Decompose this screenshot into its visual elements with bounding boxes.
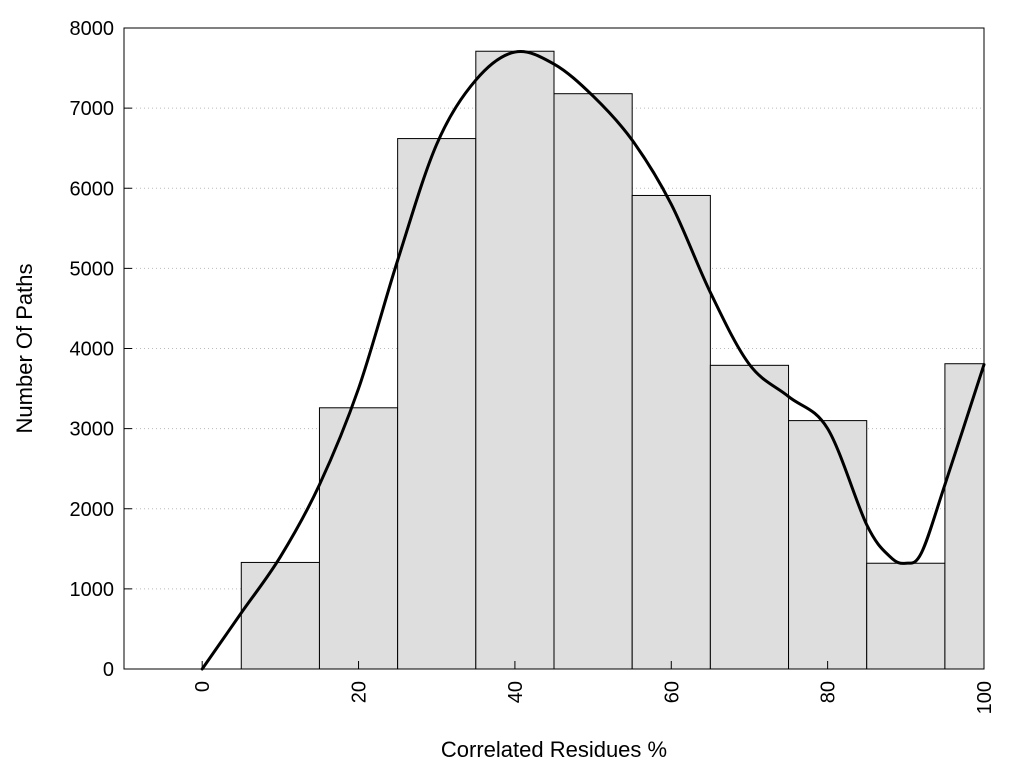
- histogram-bar: [866, 562, 946, 670]
- y-tick-label: 1000: [70, 579, 115, 601]
- x-tick-label: 40: [505, 681, 527, 703]
- x-tick-label: 60: [661, 681, 683, 703]
- x-tick-label: 100: [974, 681, 996, 714]
- histogram-bar: [709, 364, 790, 670]
- x-axis-ticks: 0 20 40 60 80 100: [192, 661, 996, 714]
- y-tick-label: 0: [103, 659, 114, 681]
- y-tick-label: 6000: [70, 178, 115, 200]
- y-axis-ticks: 0 1000 2000 3000 4000 5000 6000 7000 8000: [70, 18, 132, 681]
- y-tick-label: 2000: [70, 499, 115, 521]
- x-axis-title: Correlated Residues %: [441, 737, 667, 762]
- histogram-bar: [397, 138, 477, 670]
- histogram-bar: [240, 561, 320, 670]
- histogram-bars: [240, 50, 985, 670]
- histogram-bar: [944, 363, 985, 670]
- y-tick-label: 3000: [70, 419, 115, 441]
- y-tick-label: 5000: [70, 258, 115, 280]
- histogram-bar: [553, 93, 633, 670]
- x-tick-label: 80: [818, 681, 840, 703]
- y-tick-label: 4000: [70, 339, 115, 361]
- histogram-bar: [475, 50, 555, 670]
- y-tick-label: 8000: [70, 18, 115, 40]
- x-tick-label: 20: [349, 681, 371, 703]
- y-axis-title: Number Of Paths: [12, 264, 37, 434]
- smoothed-curve: [200, 49, 986, 671]
- x-tick-label: 0: [192, 681, 214, 692]
- smoothed-curve-layer: [200, 49, 986, 671]
- histogram-bar: [788, 420, 868, 670]
- histogram-bar: [318, 407, 399, 670]
- y-tick-label: 7000: [70, 98, 115, 120]
